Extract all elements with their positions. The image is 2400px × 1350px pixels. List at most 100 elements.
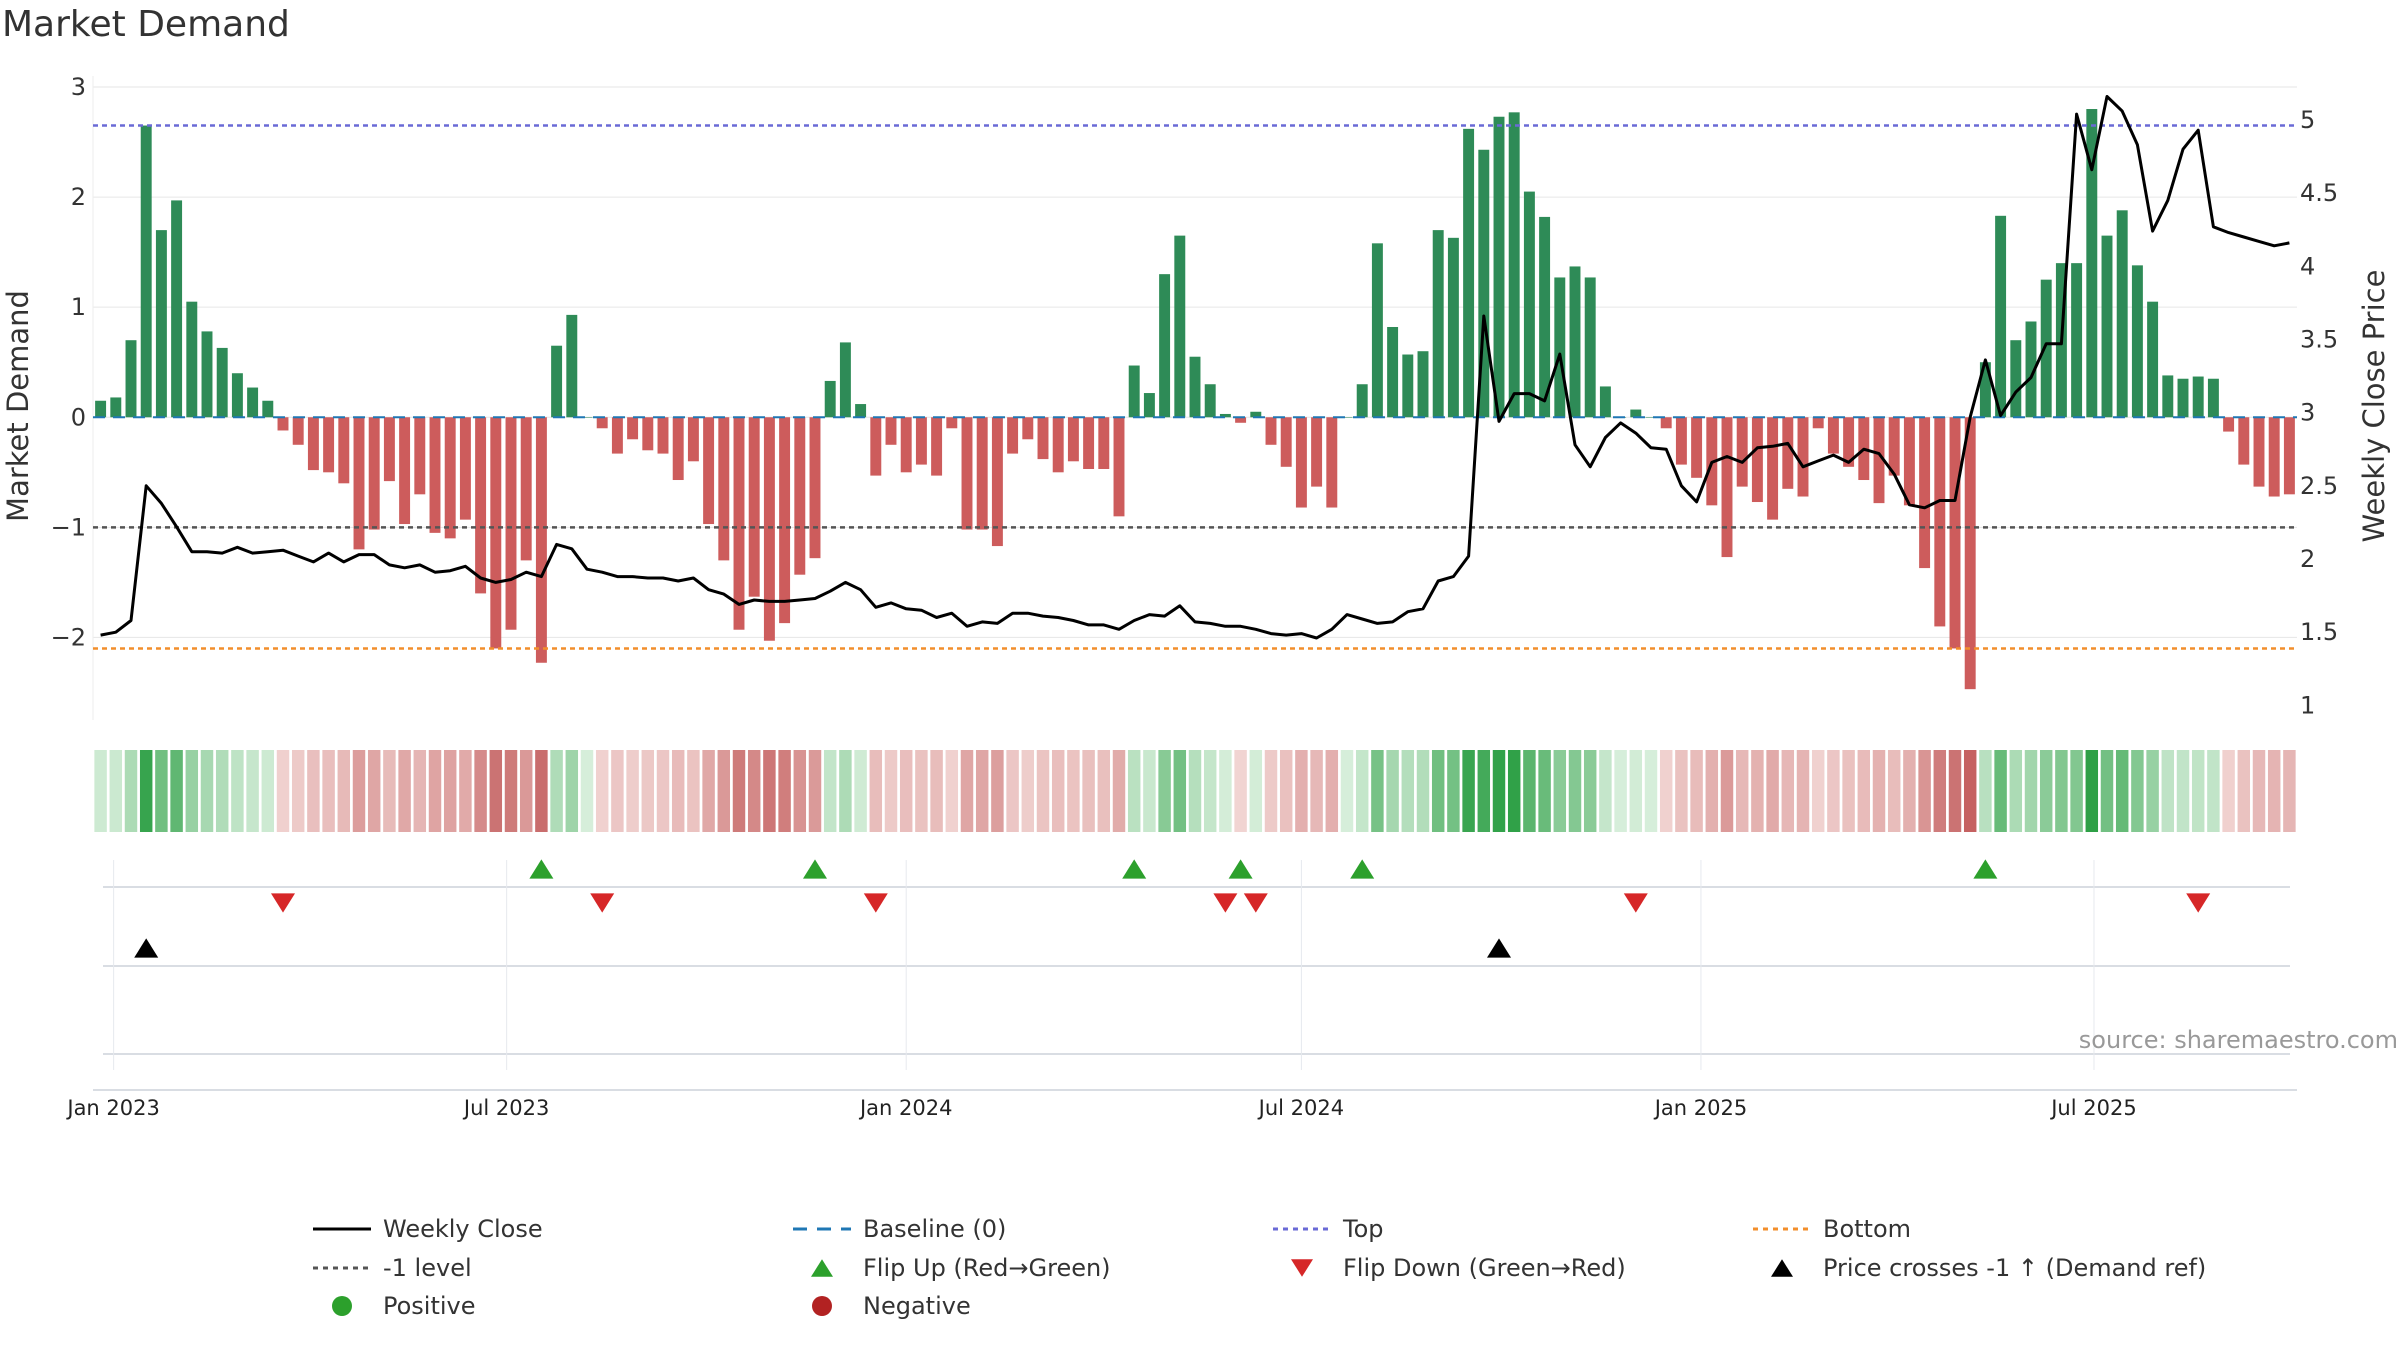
demand-bar — [490, 417, 502, 649]
demand-bar — [794, 417, 806, 575]
demand-bar — [824, 380, 836, 418]
demand-bar — [353, 417, 365, 550]
heat-cell — [1766, 750, 1779, 832]
heat-cell — [2115, 750, 2129, 832]
heat-cell — [1264, 750, 1278, 832]
legend-swatch-triangle-up — [1771, 1259, 1793, 1277]
demand-bar — [596, 417, 608, 429]
heat-cell — [1675, 750, 1688, 832]
heat-cell — [1355, 750, 1369, 832]
demand-bar — [900, 417, 912, 473]
heat-cell — [337, 750, 351, 832]
heat-cell — [1690, 750, 1703, 832]
heat-cell — [1188, 750, 1202, 832]
heat-cell — [504, 750, 518, 832]
heat-cell — [2085, 750, 2099, 832]
flip-down-marker — [1213, 893, 1238, 913]
heat-cell — [1507, 750, 1521, 832]
demand-bar — [931, 417, 943, 476]
demand-bar — [1341, 417, 1353, 418]
x-tick-label: Jul 2023 — [462, 1096, 549, 1120]
demand-bar — [1311, 417, 1323, 487]
demand-bar — [1964, 417, 1976, 690]
heat-cell — [1051, 750, 1065, 832]
heat-cell — [383, 750, 396, 832]
y2-tick-label: 2.5 — [2300, 472, 2338, 500]
heat-cell — [793, 750, 807, 832]
heat-cell — [1811, 750, 1825, 832]
y-axis-title: Market Demand — [1, 290, 35, 522]
heat-cell — [2100, 750, 2114, 832]
heat-cell — [443, 750, 457, 832]
demand-bar — [1052, 417, 1064, 473]
axes-layer: 3 2 1 0 −1 −2 5 4.5 4 3.5 3 2.5 2 1.5 1 Market Demand We… — [1, 73, 2391, 720]
heat-cell — [1401, 750, 1415, 832]
heat-cell — [1933, 750, 1947, 832]
heat-cell — [1705, 750, 1719, 832]
y2-tick-label: 1.5 — [2300, 618, 2338, 646]
heat-cell — [687, 750, 700, 832]
heat-cell — [641, 750, 655, 832]
demand-bar — [1493, 116, 1505, 418]
demand-bar — [444, 417, 456, 539]
heat-cell — [1979, 750, 1992, 832]
heat-cell — [1614, 750, 1627, 832]
heat-cell — [1796, 750, 1810, 832]
demand-bar — [1295, 417, 1307, 508]
heat-cell — [2146, 750, 2159, 832]
demand-bar — [323, 417, 335, 473]
demand-bar — [475, 417, 487, 594]
demand-bar — [1204, 384, 1216, 418]
demand-bars — [95, 109, 2295, 690]
legend-swatch-circle — [812, 1296, 832, 1316]
demand-bar — [1995, 215, 2007, 418]
heat-cell — [1021, 750, 1035, 832]
demand-bar — [2010, 340, 2022, 418]
heat-cell — [1158, 750, 1171, 832]
heat-cell — [1127, 750, 1141, 832]
demand-bar — [1812, 417, 1824, 429]
legend-item: Flip Up (Red→Green) — [811, 1254, 1111, 1282]
demand-bar — [1523, 191, 1535, 418]
heat-cell — [1583, 750, 1597, 832]
heat-cell — [2039, 750, 2053, 832]
heat-cell — [1036, 750, 1050, 832]
heat-cell — [595, 750, 609, 832]
demand-bar — [1584, 277, 1596, 418]
demand-bar — [110, 397, 122, 418]
demand-bar — [231, 373, 243, 418]
demand-bar — [1265, 417, 1277, 445]
demand-bar — [1508, 112, 1520, 418]
heat-cell — [231, 750, 244, 832]
heat-cell — [2207, 750, 2220, 832]
legend-label: Positive — [383, 1292, 476, 1320]
x-tick-label: Jul 2025 — [2049, 1096, 2136, 1120]
legend-label: Baseline (0) — [863, 1215, 1006, 1243]
demand-bar — [2086, 109, 2098, 418]
heat-cell — [945, 750, 959, 832]
legend-swatch-triangle-up — [811, 1259, 833, 1277]
legend-item: Positive — [332, 1292, 476, 1320]
demand-bar — [1554, 277, 1566, 418]
legend-label: Top — [1342, 1215, 1384, 1243]
demand-bar — [1873, 417, 1885, 504]
source-text: source: sharemaestro.com — [2079, 1026, 2398, 1054]
demand-bar — [1478, 149, 1490, 418]
heat-cell — [2267, 750, 2281, 832]
demand-bar — [1949, 417, 1961, 649]
heat-cell — [1143, 750, 1156, 832]
heat-cell — [656, 750, 670, 832]
y2-tick-label: 4.5 — [2300, 179, 2338, 207]
heat-cell — [1523, 750, 1536, 832]
flip-up-marker — [529, 859, 554, 879]
demand-bar — [961, 417, 973, 530]
demand-bar — [627, 417, 639, 440]
heat-cell — [261, 750, 275, 832]
demand-bar — [1326, 417, 1338, 508]
price-cross-marker — [1487, 938, 1511, 958]
chart-title: Market Demand — [2, 4, 290, 45]
demand-bar — [1098, 417, 1110, 470]
demand-bar — [809, 417, 821, 559]
demand-bar — [1037, 417, 1049, 460]
heat-cell — [778, 750, 791, 832]
